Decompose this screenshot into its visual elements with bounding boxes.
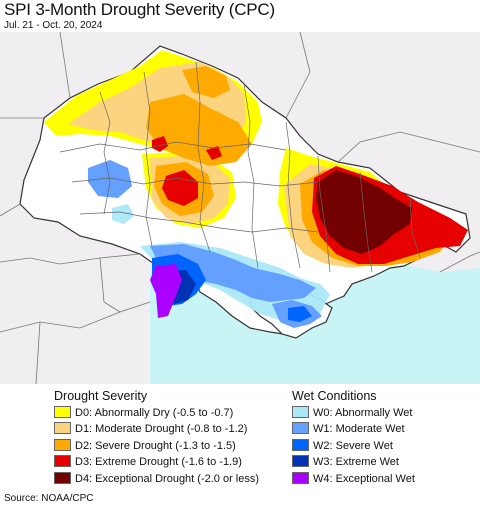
- legend-swatch: [54, 455, 71, 468]
- legend-item: D4: Exceptional Drought (-2.0 or less): [54, 471, 260, 486]
- wet-legend-heading: Wet Conditions: [292, 389, 377, 403]
- legend-item: D1: Moderate Drought (-0.8 to -1.2): [54, 422, 247, 436]
- country-border: [35, 321, 41, 384]
- neighbor-borders: [0, 32, 480, 384]
- country-border: [99, 257, 121, 313]
- wet-w2-crimea: [288, 306, 312, 322]
- oblast-boundaries: [59, 61, 421, 273]
- wet-w1-zone: [150, 244, 316, 302]
- legend-swatch: [54, 438, 71, 451]
- drought-legend-heading: Drought Severity: [54, 389, 148, 403]
- legend-swatch: [54, 471, 71, 484]
- legend-swatch: [292, 422, 309, 435]
- legend-item: D2: Severe Drought (-1.3 to -1.5): [54, 438, 236, 453]
- oblast-boundary: [71, 177, 319, 187]
- legend-swatch: [292, 471, 309, 484]
- oblast-boundary: [243, 83, 259, 269]
- legend-swatch: [54, 406, 71, 418]
- drought-d3-north: [152, 136, 168, 152]
- legend-label: D1: Moderate Drought (-0.8 to -1.2): [75, 423, 248, 436]
- legend-item: W2: Severe Wet: [292, 438, 393, 453]
- legend-swatch: [292, 406, 309, 418]
- legend-label: D0: Abnormally Dry (-0.5 to -0.7): [75, 407, 234, 419]
- oblast-boundary: [285, 121, 301, 269]
- country-border: [0, 203, 21, 217]
- legend-item: D3: Extreme Drought (-1.6 to -1.9): [54, 455, 242, 469]
- country-border: [0, 301, 151, 333]
- map-subtitle: Jul. 21 - Oct. 20, 2024: [4, 20, 103, 31]
- wet-w4-zone: [150, 264, 182, 318]
- drought-d2-north-2: [182, 66, 230, 98]
- legend-swatch: [54, 422, 71, 435]
- legend-label: W4: Exceptional Wet: [313, 472, 415, 485]
- drought-d3-north-2: [206, 146, 222, 160]
- country-border: [439, 251, 480, 273]
- oblast-boundary: [143, 71, 153, 247]
- legend-swatch: [292, 455, 309, 468]
- oblast-boundary: [79, 211, 319, 233]
- oblast-boundary: [59, 141, 287, 153]
- legend-item: W1: Moderate Wet: [292, 422, 405, 436]
- wet-w1-west: [88, 160, 132, 198]
- legend-label: D4: Exceptional Drought (-2.0 or less): [75, 472, 260, 485]
- map-title: SPI 3-Month Drought Severity (CPC): [4, 0, 275, 19]
- source-note: Source: NOAA/CPC: [4, 493, 94, 504]
- legend-label: W0: Abnormally Wet: [313, 407, 413, 419]
- legend-label: W3: Extreme Wet: [313, 456, 399, 469]
- oblast-boundary: [195, 61, 211, 253]
- country-border: [59, 32, 71, 99]
- country-border: [285, 32, 311, 119]
- oblast-boundary: [409, 197, 421, 259]
- drought-d4-east-2: [368, 220, 394, 244]
- legend-item: W4: Exceptional Wet: [292, 471, 415, 486]
- oblast-boundary: [359, 171, 373, 273]
- drought-map: [0, 32, 480, 384]
- country-border: [337, 131, 480, 163]
- legend-item: D0: Abnormally Dry (-0.5 to -0.7): [54, 406, 233, 420]
- oblast-boundary: [99, 91, 111, 215]
- legend-label: D2: Severe Drought (-1.3 to -1.5): [75, 439, 236, 452]
- legend-item: W3: Extreme Wet: [292, 455, 399, 469]
- legend-label: D3: Extreme Drought (-1.6 to -1.9): [75, 456, 242, 469]
- legend-label: W2: Severe Wet: [313, 439, 393, 452]
- oblast-boundary: [317, 155, 331, 273]
- legend-item: W0: Abnormally Wet: [292, 406, 412, 420]
- legend-swatch: [292, 438, 309, 451]
- legend-label: W1: Moderate Wet: [313, 423, 405, 436]
- country-border: [0, 253, 141, 265]
- wet-w0-zone-2: [112, 204, 134, 224]
